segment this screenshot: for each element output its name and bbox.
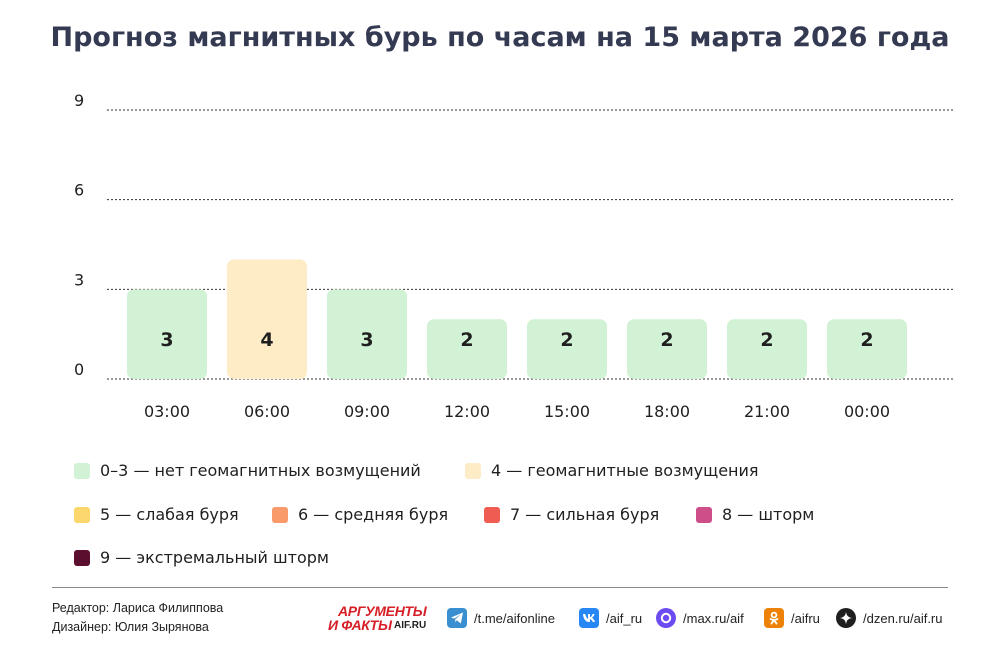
logo-text-bottom: И ФАКТЫ: [328, 617, 392, 633]
max-icon: [656, 608, 676, 628]
bar-value-label: 2: [560, 329, 573, 351]
legend-swatch: [74, 462, 90, 479]
bar-value-label: 2: [660, 329, 673, 351]
x-tick-label: 12:00: [444, 402, 490, 421]
bar: [327, 289, 407, 379]
x-tick-label: 21:00: [744, 402, 790, 421]
aif-logo[interactable]: АРГУМЕНТЫ И ФАКТЫ AIF.RU: [328, 603, 436, 633]
legend-item-6: 6 — средняя буря: [272, 505, 448, 524]
legend-item-7: 7 — сильная буря: [484, 505, 659, 524]
bar-chart: 0 3 6 9 3 4 3 2 2 2 2 2 03:00 06:00 09:00 12:00 15:00 1…: [74, 91, 955, 421]
credits: Редактор: Лариса Филиппова Дизайнер: Юли…: [52, 599, 223, 637]
logo-domain: AIF.RU: [394, 620, 427, 631]
social-telegram[interactable]: /t.me/aifonline: [447, 608, 555, 628]
y-tick-label: 0: [74, 360, 84, 379]
legend-label: 4 — геомагнитные возмущения: [491, 461, 759, 480]
telegram-icon: [447, 608, 467, 628]
x-tick-label: 15:00: [544, 402, 590, 421]
bar: [127, 289, 207, 379]
bar-value-label: 2: [460, 329, 473, 351]
social-text: /aif_ru: [606, 610, 643, 626]
legend-swatch: [74, 506, 90, 523]
legend-label: 6 — средняя буря: [298, 505, 449, 524]
y-tick-label: 6: [74, 181, 84, 200]
legend-swatch: [484, 506, 500, 523]
ok-icon: [764, 608, 784, 628]
legend-item-9: 9 — экстремальный шторм: [74, 548, 329, 567]
y-tick-label: 3: [74, 270, 84, 289]
bar-value-label: 3: [360, 329, 373, 351]
social-vk[interactable]: /aif_ru: [579, 608, 642, 628]
chart-title: Прогноз магнитных бурь по часам на 15 ма…: [50, 22, 950, 53]
x-tick-label: 03:00: [144, 402, 190, 421]
social-max[interactable]: /max.ru/aif: [656, 608, 744, 628]
legend-label: 7 — сильная буря: [510, 505, 660, 524]
social-text: /dzen.ru/aif.ru: [863, 610, 943, 626]
logo-text-top: АРГУМЕНТЫ: [338, 603, 427, 619]
legend-swatch: [272, 506, 288, 523]
legend-label: 9 — экстремальный шторм: [100, 548, 329, 567]
x-tick-label: 09:00: [344, 402, 390, 421]
bar: [627, 319, 707, 379]
bar-value-label: 2: [860, 329, 873, 351]
legend-swatch: [465, 462, 481, 479]
social-text: /max.ru/aif: [683, 610, 744, 626]
social-text: /aifru: [791, 610, 820, 626]
y-tick-label: 9: [74, 91, 84, 110]
legend-item-4: 4 — геомагнитные возмущения: [465, 461, 759, 480]
bar: [427, 319, 507, 379]
vk-icon: [579, 608, 599, 628]
legend-label: 8 — шторм: [722, 505, 815, 524]
bar-value-label: 3: [160, 329, 173, 351]
bar-value-label: 2: [760, 329, 773, 351]
designer-credit: Дизайнер: Юлия Зырянова: [52, 620, 209, 634]
legend-label: 5 — слабая буря: [100, 505, 239, 524]
legend-swatch: [696, 506, 712, 523]
bar: [827, 319, 907, 379]
x-tick-label: 18:00: [644, 402, 690, 421]
editor-credit: Редактор: Лариса Филиппова: [52, 601, 224, 615]
x-tick-label: 06:00: [244, 402, 290, 421]
bar-value-label: 4: [260, 329, 273, 351]
legend-label: 0–3 — нет геомагнитных возмущений: [100, 461, 421, 480]
legend-item-0-3: 0–3 — нет геомагнитных возмущений: [74, 461, 421, 480]
social-ok[interactable]: /aifru: [764, 608, 820, 628]
footer-divider: [52, 587, 948, 588]
bar: [227, 259, 307, 379]
legend-item-5: 5 — слабая буря: [74, 505, 239, 524]
x-tick-label: 00:00: [844, 402, 890, 421]
social-text: /t.me/aifonline: [474, 610, 555, 626]
dzen-icon: [836, 608, 856, 628]
bar: [527, 319, 607, 379]
bar: [727, 319, 807, 379]
legend-item-8: 8 — шторм: [696, 505, 814, 524]
social-dzen[interactable]: /dzen.ru/aif.ru: [836, 608, 943, 628]
legend-swatch: [74, 549, 90, 566]
